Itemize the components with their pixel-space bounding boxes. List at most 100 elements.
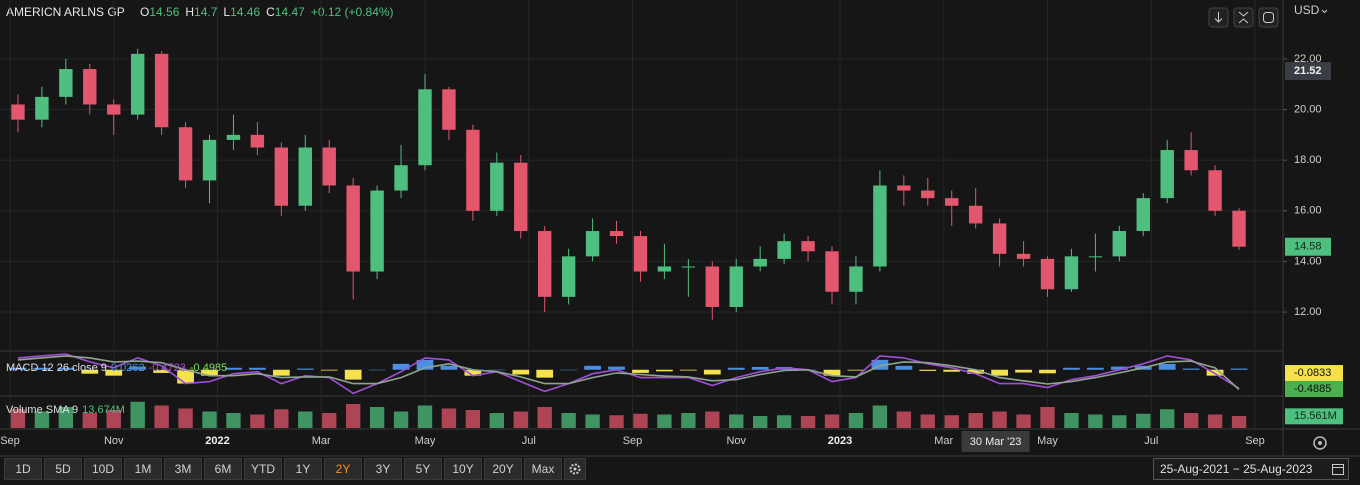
y-tick-label: 16.00	[1294, 205, 1322, 217]
volume-bar	[872, 405, 888, 428]
macd-histogram-bar	[895, 365, 913, 370]
calendar-frame	[1332, 464, 1344, 475]
range-button[interactable]: 10Y	[444, 458, 482, 480]
macd-histogram-bar	[1230, 368, 1248, 370]
volume-bar	[1016, 414, 1031, 428]
candle-body	[1184, 150, 1198, 171]
macd-histogram-bar	[727, 367, 745, 370]
time-label: Mar	[312, 435, 331, 447]
refresh-button[interactable]	[1258, 7, 1279, 28]
refresh-icon	[1263, 12, 1274, 23]
last-price-box	[1285, 237, 1331, 256]
range-button[interactable]: 1D	[4, 458, 42, 480]
time-label: 2023	[828, 435, 852, 447]
volume-bar	[585, 414, 600, 428]
volume-bar	[681, 413, 696, 428]
settings-gear[interactable]	[1313, 436, 1327, 450]
macd-marker: -0.4885	[1294, 383, 1331, 395]
candle-body	[992, 223, 1007, 254]
macd-legend-value: -0.4723	[149, 362, 186, 374]
macd-histogram-bar	[1039, 369, 1056, 374]
volume-bar	[1112, 415, 1127, 428]
collapse-button[interactable]	[1233, 7, 1254, 28]
candle-body	[1232, 210, 1246, 247]
macd-legend-value: -0.4985	[190, 362, 227, 374]
volume-bar	[489, 413, 504, 428]
candle-body	[322, 147, 336, 186]
candle-body	[1040, 258, 1055, 290]
volume-bar	[1183, 413, 1199, 428]
candle-body	[274, 147, 289, 206]
macd-marker-box	[1285, 365, 1343, 382]
range-button[interactable]: 10D	[84, 458, 122, 480]
volume-bar	[178, 408, 193, 428]
candle-body	[753, 258, 767, 267]
volume-bar	[1040, 407, 1055, 428]
range-button[interactable]: YTD	[244, 458, 282, 480]
candle-body	[609, 231, 624, 237]
gear-center	[573, 467, 577, 471]
candle-body	[705, 266, 720, 307]
macd-histogram-bar	[368, 369, 386, 371]
candle-body	[59, 69, 73, 97]
range-button[interactable]: Max	[524, 458, 562, 480]
range-button[interactable]: 2Y	[324, 458, 362, 480]
macd-histogram-bar	[153, 369, 171, 373]
time-label: May	[1037, 435, 1058, 447]
y-tick-label: 12.00	[1294, 306, 1322, 318]
volume-bar	[968, 413, 983, 428]
volume-bar	[1231, 416, 1247, 428]
candle-body	[921, 190, 935, 199]
volume-marker: 15.561M	[1294, 410, 1337, 422]
macd-histogram-bar	[9, 367, 27, 370]
macd-histogram-bar	[632, 369, 649, 373]
range-button[interactable]: 3M	[164, 458, 202, 480]
volume-bar	[82, 413, 97, 428]
range-button[interactable]: 5D	[44, 458, 82, 480]
download-icon	[1214, 12, 1223, 23]
macd-histogram-bar	[320, 369, 338, 371]
volume-bar	[202, 411, 217, 428]
quote-change: +0.12 (+0.84%)	[311, 5, 394, 19]
volume-bar	[322, 413, 337, 428]
y-tick-label: 14.00	[1294, 255, 1322, 267]
window-buttons	[1208, 7, 1279, 28]
volume-bar	[753, 416, 768, 428]
range-button[interactable]: 6M	[204, 458, 242, 480]
volume-bar	[298, 411, 313, 428]
candle-body	[250, 134, 265, 148]
range-button[interactable]: 1Y	[284, 458, 322, 480]
macd-histogram-bar	[608, 366, 625, 370]
candle-body	[1136, 198, 1150, 232]
macd-histogram-bar	[464, 369, 482, 376]
range-button[interactable]: 5Y	[404, 458, 442, 480]
date-range[interactable]: 25-Aug-2021 − 25-Aug-2023	[1153, 458, 1349, 480]
macd-histogram-bar	[823, 369, 841, 376]
calendar-icon	[1332, 464, 1344, 475]
range-button[interactable]: 1M	[124, 458, 162, 480]
macd-histogram-bar	[967, 369, 985, 374]
macd-histogram-bar	[296, 368, 314, 370]
quote-line: O14.56 H14.7 L14.46 C14.47 +0.12 (+0.84%)	[140, 5, 394, 19]
currency[interactable]: USD	[1294, 3, 1320, 17]
y-tick-label: 22.00	[1294, 53, 1322, 65]
quote-key: C	[266, 5, 275, 19]
candle-body	[1208, 170, 1222, 211]
candle-body	[729, 266, 743, 307]
volume-legend: Volume SMA 9 13.674M	[6, 404, 125, 416]
macd-histogram-bar	[344, 369, 362, 380]
range-button[interactable]: 3Y	[364, 458, 402, 480]
macd-histogram-bar	[105, 369, 123, 376]
time-label: Sep	[1245, 435, 1265, 447]
candle-body	[370, 190, 384, 272]
chart-settings-button[interactable]	[564, 458, 586, 480]
gear-icon	[1313, 436, 1327, 450]
range-button[interactable]: 20Y	[484, 458, 522, 480]
quote-value: 14.47	[275, 5, 305, 19]
candle-body	[130, 53, 145, 115]
candle-body	[35, 96, 49, 120]
candle-body	[442, 89, 456, 130]
